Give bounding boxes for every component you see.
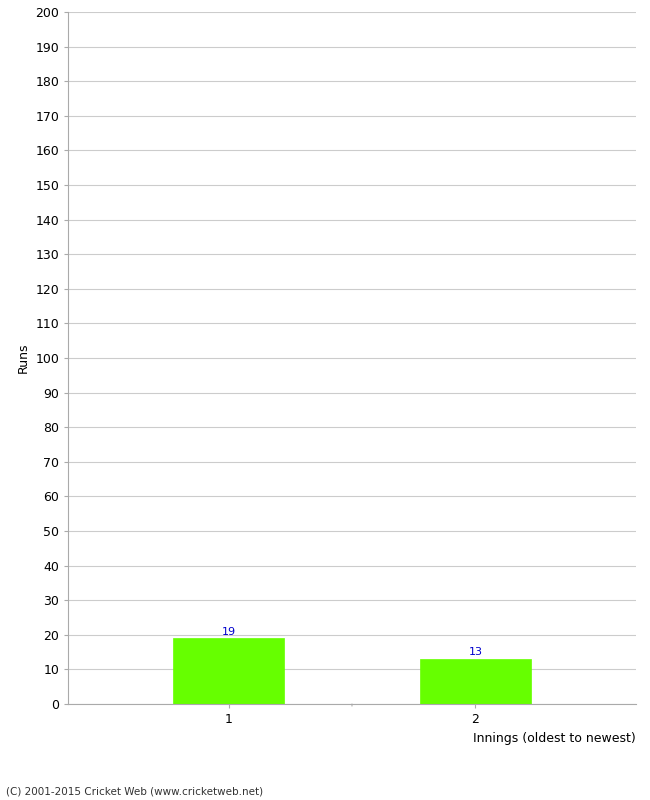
Text: 13: 13 <box>469 647 482 658</box>
Bar <box>420 659 531 704</box>
Text: (C) 2001-2015 Cricket Web (www.cricketweb.net): (C) 2001-2015 Cricket Web (www.cricketwe… <box>6 786 264 796</box>
X-axis label: Innings (oldest to newest): Innings (oldest to newest) <box>473 731 636 745</box>
Y-axis label: Runs: Runs <box>17 342 30 374</box>
Text: 19: 19 <box>222 626 236 637</box>
Bar <box>173 638 284 704</box>
